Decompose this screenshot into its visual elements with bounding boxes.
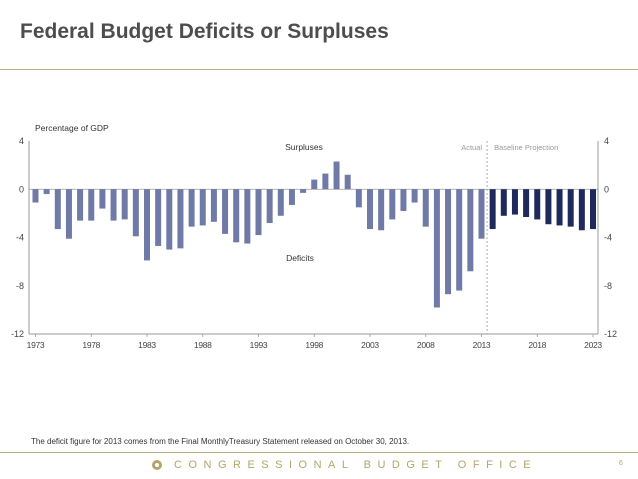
- y-tick-label-left: 4: [19, 136, 24, 146]
- actual-bar: [121, 189, 128, 220]
- projection-bar: [578, 189, 585, 231]
- actual-bar: [177, 189, 184, 249]
- actual-bar: [110, 189, 117, 221]
- actual-bar: [311, 179, 318, 190]
- x-tick-label: 2023: [584, 340, 602, 350]
- actual-bar: [210, 189, 217, 222]
- y-tick-label-left: 0: [19, 184, 24, 194]
- actual-bar: [244, 189, 251, 244]
- actual-bar: [411, 189, 418, 203]
- y-axis-label: Percentage of GDP: [35, 123, 109, 133]
- slide-title: Federal Budget Deficits or Surpluses: [20, 20, 389, 43]
- actual-bar: [77, 189, 84, 221]
- x-tick-label: 2003: [361, 340, 379, 350]
- page-number: 6: [619, 460, 623, 467]
- projection-bar: [556, 189, 563, 226]
- projection-bar: [489, 189, 496, 230]
- actual-bar: [144, 189, 150, 261]
- actual-bar: [433, 189, 440, 308]
- actual-bar: [467, 189, 474, 272]
- x-tick-label: 1978: [82, 340, 100, 350]
- actual-bar: [422, 189, 429, 227]
- actual-bar: [300, 189, 307, 193]
- actual-bar: [99, 189, 106, 209]
- projection-bar: [500, 189, 507, 216]
- actual-bar: [355, 189, 362, 208]
- actual-bar: [344, 174, 351, 190]
- cbo-logo-icon: [152, 460, 162, 470]
- actual-bar: [322, 173, 329, 190]
- projection-bar: [545, 189, 552, 225]
- actual-bar: [233, 189, 240, 243]
- actual-bar: [378, 189, 385, 231]
- actual-bar: [166, 189, 173, 250]
- actual-bar: [367, 189, 373, 230]
- x-tick-label: 1983: [138, 340, 156, 350]
- surpluses-label: Surpluses: [285, 142, 323, 152]
- actual-bar: [222, 189, 229, 234]
- y-tick-label-left: -12: [11, 329, 24, 339]
- x-tick-label: 1993: [250, 340, 268, 350]
- actual-bar: [255, 189, 262, 236]
- actual-bar: [389, 189, 396, 220]
- x-tick-label: 2008: [417, 340, 435, 350]
- deficits-label: Deficits: [286, 253, 314, 263]
- y-tick-label-right: 0: [604, 184, 609, 194]
- actual-bar: [445, 189, 452, 295]
- actual-bar: [333, 161, 340, 190]
- x-tick-label: 1988: [194, 340, 212, 350]
- projection-label: Baseline Projection: [494, 143, 558, 152]
- x-tick-label: 2013: [473, 340, 491, 350]
- y-tick-label-right: -8: [604, 281, 612, 291]
- actual-bar: [288, 189, 295, 205]
- actual-bar: [155, 189, 162, 246]
- y-tick-label-left: -8: [16, 281, 24, 291]
- actual-bar: [400, 189, 407, 211]
- actual-bar: [65, 189, 72, 239]
- actual-bar: [266, 189, 273, 224]
- actual-bar: [43, 189, 50, 195]
- projection-bar: [590, 189, 596, 230]
- projection-bar: [523, 189, 530, 217]
- projection-bar: [567, 189, 574, 227]
- actual-label: Actual: [461, 143, 482, 152]
- actual-bar: [456, 189, 463, 291]
- y-tick-label-right: -4: [604, 233, 612, 243]
- y-tick-label-left: -4: [16, 233, 24, 243]
- projection-bar: [511, 189, 518, 215]
- y-tick-label-right: -12: [604, 329, 617, 339]
- actual-bar: [88, 189, 95, 221]
- footer-divider: [0, 452, 638, 453]
- chart-footnote: The deficit figure for 2013 comes from t…: [31, 437, 410, 446]
- footer-organization: CONGRESSIONAL BUDGET OFFICE: [174, 459, 538, 471]
- actual-bar: [132, 189, 139, 237]
- y-tick-label-right: 4: [604, 136, 609, 146]
- x-tick-label: 1998: [305, 340, 323, 350]
- actual-bar: [32, 189, 39, 203]
- chart-bars: [32, 161, 596, 308]
- chart-axes: [28, 141, 599, 337]
- x-tick-label: 1973: [27, 340, 45, 350]
- title-divider: [0, 69, 638, 70]
- actual-bar: [478, 189, 485, 239]
- actual-bar: [199, 189, 206, 226]
- actual-bar: [188, 189, 195, 227]
- x-tick-label: 2018: [528, 340, 546, 350]
- actual-bar: [54, 189, 61, 230]
- projection-bar: [534, 189, 541, 220]
- actual-bar: [277, 189, 284, 216]
